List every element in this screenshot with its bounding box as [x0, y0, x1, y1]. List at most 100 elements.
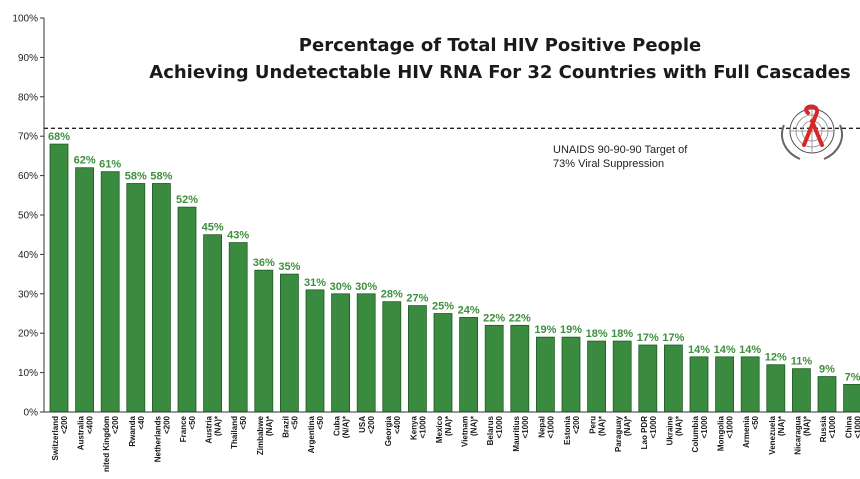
- x-tick-label-line: Mongolia: [717, 415, 726, 451]
- x-tick-label-line: <1000: [418, 415, 427, 438]
- bar: [279, 273, 299, 413]
- bar: [459, 317, 479, 413]
- x-tick-label-line: (NA)*: [802, 415, 811, 436]
- bar: [664, 344, 683, 413]
- x-tick-label: Nicaragua (NA)*: [793, 415, 811, 455]
- x-tick-label-line: Vietnam: [461, 416, 470, 447]
- x-tick-label: Venezuela (NA)*: [768, 415, 786, 455]
- y-tick-label: 10%: [18, 368, 38, 379]
- un-emblem-icon: [781, 104, 843, 160]
- x-tick-label-line: <50: [290, 415, 299, 429]
- bar: [536, 336, 555, 413]
- x-tick-label-line: Lao PDR: [640, 416, 649, 450]
- x-tick-label-line: <200: [111, 415, 120, 434]
- x-tick-label: Mongolia <1000: [717, 415, 735, 451]
- x-tick-label: Russia <1000: [819, 415, 837, 442]
- x-tick-label-line: <1000: [521, 415, 530, 438]
- x-tick-label-line: Kenya: [409, 415, 418, 440]
- chart-title: Percentage of Total HIV Positive People: [299, 35, 701, 56]
- x-tick-label-line: Columbia: [691, 415, 700, 452]
- data-label: 25%: [432, 301, 454, 313]
- data-label: 35%: [278, 261, 300, 273]
- x-tick-label-line: (NA)*: [444, 415, 453, 436]
- x-tick-label: Netherlands <200: [153, 415, 171, 462]
- bar: [49, 143, 69, 413]
- data-label: 17%: [637, 332, 659, 344]
- y-axis: 0% 10% 20% 30% 40% 50% 60% 70% 80% 90% 100%: [12, 14, 45, 419]
- bar: [433, 313, 453, 413]
- x-tick-label-line: Netherlands: [153, 415, 162, 462]
- x-tick-label: Georgia <400: [384, 415, 402, 446]
- data-label: 18%: [611, 328, 633, 340]
- x-tick-label: Vietnam (NA)*: [461, 415, 479, 447]
- target-annotation-line1: UNAIDS 90-90-90 Target of: [553, 144, 688, 156]
- data-label: 30%: [330, 281, 352, 293]
- x-tick-label-line: USA: [358, 416, 367, 433]
- x-tick-label-line: Brazil: [281, 416, 290, 438]
- x-tick-label-line: (NA)*: [598, 415, 607, 436]
- x-tick-label: Mexico (NA)*: [435, 415, 453, 443]
- x-tick-label: Nepal <1000: [537, 415, 555, 438]
- bar: [689, 356, 709, 413]
- x-tick-label-line: Mexico: [435, 416, 444, 443]
- bar: [561, 336, 581, 413]
- x-tick-label: Switzerland <200: [51, 415, 69, 460]
- x-tick-label-line: Argentina: [307, 415, 316, 453]
- data-label: 9%: [819, 364, 835, 376]
- y-tick-label: 80%: [18, 92, 38, 103]
- data-label: 14%: [688, 344, 710, 356]
- data-label: 58%: [125, 170, 147, 182]
- bar: [203, 234, 223, 413]
- bar: [510, 324, 530, 413]
- data-label: 19%: [560, 324, 582, 336]
- x-tick-label-line: <1000: [649, 415, 658, 438]
- y-tick-label: 30%: [18, 289, 38, 300]
- x-tick-label: Australia <400: [77, 415, 95, 450]
- y-tick-label: 70%: [18, 132, 38, 143]
- x-tick-label-line: Georgia: [384, 415, 393, 446]
- bar: [305, 289, 325, 413]
- data-label: 30%: [355, 281, 377, 293]
- data-label: 11%: [791, 356, 813, 368]
- data-label: 7%: [845, 371, 860, 383]
- bar: [126, 183, 146, 413]
- x-tick-label-line: Switzerland: [51, 416, 60, 461]
- bar: [151, 183, 171, 413]
- x-tick-label: Zimbabwe (NA)*: [256, 415, 274, 455]
- x-tick-label-line: <50: [239, 415, 248, 429]
- y-tick-label: 60%: [18, 171, 38, 182]
- bar: [817, 376, 837, 413]
- x-tick-label-line: (NA)*: [777, 415, 786, 436]
- x-axis: Switzerland <200 Australia <400 nited Kingdo…: [44, 411, 860, 472]
- x-tick-label: Lao PDR <1000: [640, 415, 658, 449]
- x-tick-label: France <50: [179, 415, 197, 442]
- y-tick-label: 0%: [24, 408, 39, 419]
- x-tick-label: Paraguay (NA)*: [614, 415, 632, 452]
- x-tick-label-line: <200: [60, 415, 69, 434]
- bar: [715, 356, 734, 413]
- data-label: 14%: [739, 344, 761, 356]
- x-tick-label-line: Armenia: [742, 415, 751, 448]
- data-label: 12%: [765, 352, 787, 364]
- x-tick-label-line: Russia: [819, 415, 828, 442]
- x-tick-label-line: China: [845, 415, 854, 438]
- x-tick-label: nited Kingdom <200: [102, 415, 120, 472]
- bar: [792, 368, 811, 413]
- bar: [740, 356, 760, 413]
- target-annotation-line2: 73% Viral Suppression: [553, 158, 664, 170]
- x-tick-label-line: nited Kingdom: [102, 416, 111, 472]
- y-tick-label: 40%: [18, 250, 38, 261]
- x-tick-label-line: <50: [316, 415, 325, 429]
- bar: [75, 167, 94, 413]
- y-tick-label: 100%: [12, 14, 38, 25]
- x-tick-label: China <1000: [845, 415, 860, 438]
- data-label: 24%: [458, 304, 480, 316]
- bar: [587, 340, 606, 413]
- data-label: 17%: [662, 332, 684, 344]
- x-tick-label-line: Cuba: [333, 415, 342, 436]
- data-label: 27%: [406, 293, 428, 305]
- bar: [484, 324, 504, 413]
- data-label: 61%: [99, 159, 121, 171]
- x-tick-label-line: <1000: [495, 415, 504, 438]
- x-tick-label: Rwanda <40: [128, 415, 146, 446]
